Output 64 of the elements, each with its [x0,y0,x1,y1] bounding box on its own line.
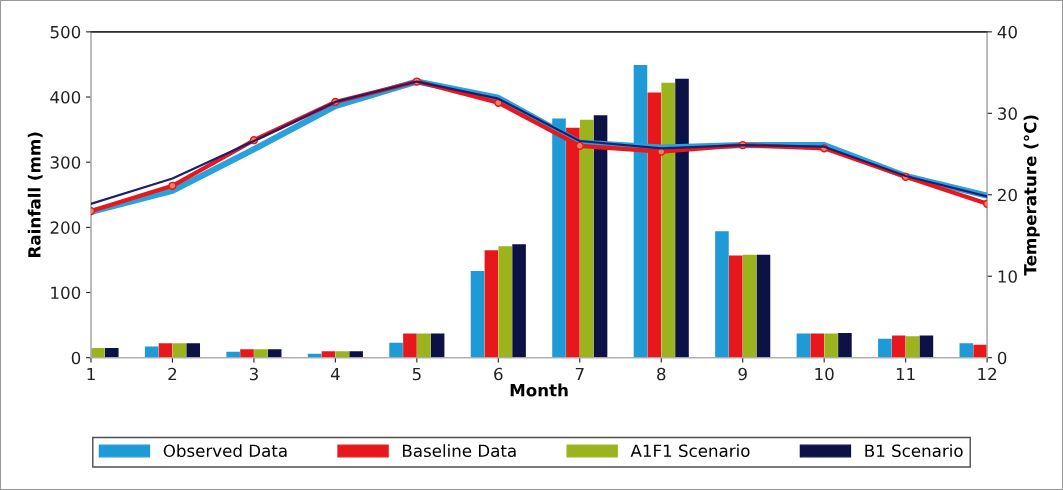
y2-tick-label: 30 [998,107,1017,120]
bar [810,333,825,358]
x-tick-label: 12 [978,367,997,381]
x-tick-label: 6 [494,367,503,381]
legend-label: B1 Scenario [865,444,963,458]
bar [661,82,675,358]
bar [729,255,743,358]
bar [158,343,173,358]
bar [430,333,445,358]
legend-label: Observed Data [163,444,287,458]
bar [172,343,187,358]
bar [824,333,838,358]
bar [498,246,513,358]
bar [484,250,499,358]
bar [675,78,689,358]
bar [919,335,934,358]
y-axis-title: Rainfall (mm) [27,132,43,257]
bar [878,338,892,358]
bar [349,351,363,358]
y-tick-label: 400 [50,90,81,104]
x-tick-label: 9 [738,367,747,381]
y-tick-label: 500 [50,25,81,39]
y2-axis-title: Temperature (°C) [1023,115,1040,276]
y2-tick-label: 20 [998,188,1017,202]
x-tick-label: 3 [249,367,258,381]
y-tick-label: 100 [51,286,81,300]
x-tick-label: 10 [815,367,834,381]
legend-label: A1F1 Scenario [630,444,750,458]
x-tick-label: 5 [412,367,421,381]
bar [470,271,485,358]
legend-label: Baseline Data [403,444,516,458]
bar [254,349,268,358]
y-tick-label: 300 [50,156,81,169]
bar [715,231,729,358]
x-tick-label: 2 [168,367,177,381]
bar [905,336,920,358]
y-tick-label: 0 [71,351,81,365]
bar [389,342,403,358]
bar [104,347,119,358]
bar [959,343,974,358]
bar [416,333,431,358]
bar [756,254,771,358]
bar [838,332,852,358]
bar [512,244,526,358]
point [168,181,177,190]
bar [267,349,282,358]
x-tick-label: 1 [87,367,95,381]
bar [186,343,201,358]
bar [796,333,811,358]
x-tick-label: 11 [896,367,915,381]
bar [579,119,594,358]
y2-tick-label: 0 [997,351,1007,365]
y2-tick-label: 40 [997,25,1017,39]
y2-tick-label: 10 [998,270,1017,283]
bar [891,335,906,358]
x-tick-label: 7 [575,367,584,381]
bar [240,349,254,358]
bar [593,115,608,358]
x-tick-label: 4 [330,367,340,381]
bar [403,333,417,358]
bar [742,254,757,358]
x-tick-label: 8 [657,367,666,381]
x-axis-title: Month [510,383,568,397]
y-tick-label: 200 [50,221,81,234]
